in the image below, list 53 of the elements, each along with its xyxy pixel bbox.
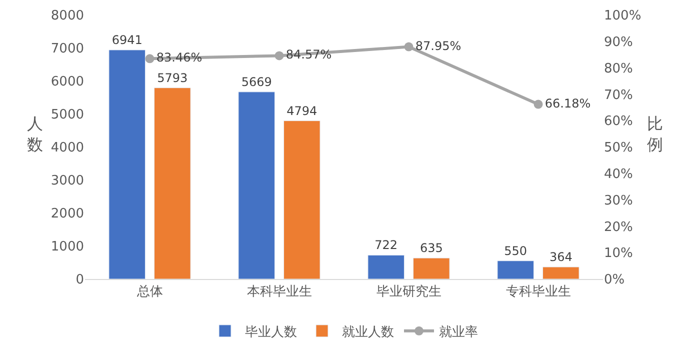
data-label: 364 bbox=[549, 250, 572, 264]
y2-tick-label: 50% bbox=[604, 140, 633, 156]
bar bbox=[108, 50, 146, 279]
bar bbox=[368, 254, 404, 279]
data-label: 6941 bbox=[112, 32, 142, 47]
y-tick-label: 2000 bbox=[50, 206, 84, 222]
y-tick-label: 8000 bbox=[50, 8, 84, 24]
data-label: 87.95% bbox=[415, 38, 462, 53]
bar bbox=[284, 120, 320, 279]
y-tick-label: 5000 bbox=[50, 108, 84, 123]
legend-label: 毕业人数 bbox=[245, 324, 297, 340]
point bbox=[404, 42, 414, 52]
bar bbox=[238, 92, 275, 279]
bar bbox=[413, 258, 450, 279]
bar bbox=[542, 266, 580, 279]
point bbox=[274, 51, 284, 60]
legend-label: 就业人数 bbox=[342, 324, 394, 340]
y-tick-label: 3000 bbox=[50, 174, 84, 189]
y2-tick-label: 10% bbox=[604, 246, 633, 262]
data-label: 722 bbox=[374, 238, 398, 252]
y2-tick-label: 70% bbox=[604, 88, 633, 103]
point bbox=[534, 100, 543, 109]
y2-tick-label: 30% bbox=[604, 193, 633, 208]
data-label: 84.57% bbox=[286, 48, 332, 62]
data-label: 5793 bbox=[157, 70, 188, 85]
y-axis-title: 人数 bbox=[27, 114, 43, 154]
data-label: 550 bbox=[504, 244, 528, 258]
y2-tick-label: 90% bbox=[604, 34, 633, 50]
point bbox=[145, 54, 154, 64]
y-tick-label: 1000 bbox=[50, 240, 84, 255]
data-label: 66.18% bbox=[544, 96, 591, 110]
y-tick-label: 0 bbox=[76, 272, 84, 288]
x-tick-label: 本科毕业生 bbox=[246, 284, 312, 300]
y2-tick-label: 0% bbox=[604, 272, 625, 288]
legend-label: 就业率 bbox=[439, 324, 478, 340]
data-label: 83.46% bbox=[156, 50, 202, 65]
x-tick-label: 毕业研究生 bbox=[376, 284, 442, 300]
y-tick-label: 4000 bbox=[50, 140, 84, 156]
y-tick-label: 7000 bbox=[50, 42, 84, 57]
data-label: 4794 bbox=[286, 104, 318, 118]
x-tick-label: 专科毕业生 bbox=[506, 284, 571, 300]
y2-tick-label: 60% bbox=[604, 114, 633, 130]
y2-tick-label: 20% bbox=[604, 220, 633, 235]
y2-tick-label: 100% bbox=[604, 8, 642, 24]
y2-tick-label: 40% bbox=[604, 166, 633, 182]
x-tick-label: 总体 bbox=[136, 284, 163, 300]
bar bbox=[497, 260, 534, 279]
y2-tick-label: 80% bbox=[604, 61, 633, 76]
data-label: 635 bbox=[420, 241, 443, 256]
y2-axis-title: 比例 bbox=[647, 114, 663, 154]
data-label: 5669 bbox=[241, 74, 272, 89]
y-tick-label: 6000 bbox=[50, 74, 84, 90]
bar bbox=[154, 88, 191, 279]
